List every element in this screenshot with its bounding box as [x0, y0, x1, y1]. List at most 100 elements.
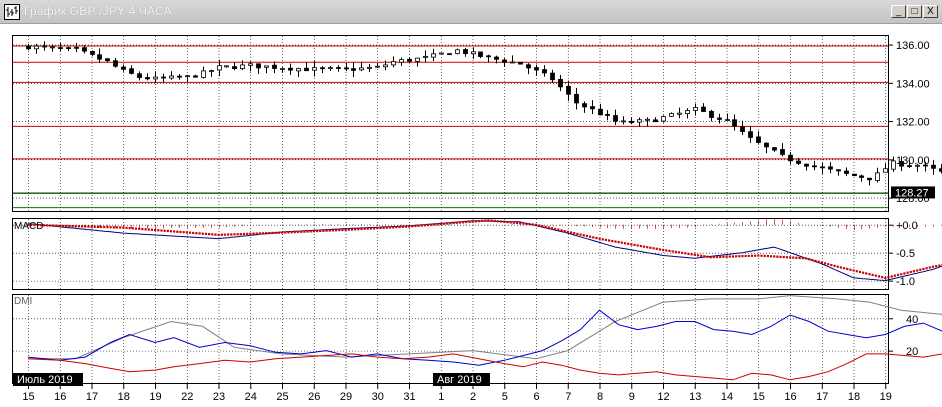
macd-signal-point	[722, 255, 725, 258]
close-button[interactable]: X	[923, 5, 938, 18]
macd-signal-point	[109, 226, 112, 229]
macd-signal-point	[601, 238, 604, 241]
macd-signal-point	[169, 230, 173, 233]
y-tick-label: +0.0	[896, 220, 918, 232]
macd-signal-point	[544, 225, 547, 229]
macd-signal-point	[563, 229, 566, 233]
candle-body	[701, 106, 706, 112]
candle-body	[423, 56, 428, 58]
macd-signal-point	[293, 230, 296, 234]
macd-signal-point	[385, 226, 388, 229]
macd-signal-point	[71, 225, 74, 228]
macd-signal-point	[690, 253, 693, 256]
x-tick-label: 25	[276, 391, 288, 403]
macd-signal-point	[779, 255, 782, 258]
macd-signal-point	[935, 265, 938, 268]
macd-signal-point	[30, 223, 33, 227]
macd-signal-point	[274, 231, 277, 234]
macd-signal-point	[490, 219, 493, 222]
candle-body	[629, 120, 634, 124]
title-bar[interactable]: График GBP /JPY 4 ЧАСА _ □ X	[0, 0, 942, 24]
macd-signal-point	[125, 226, 128, 229]
x-tick-label: 18	[118, 391, 130, 403]
macd-signal-point	[782, 255, 785, 259]
candle-body	[232, 66, 237, 69]
macd-signal-point	[677, 251, 681, 254]
macd-signal-point	[223, 233, 227, 236]
candle-body	[177, 75, 182, 78]
macd-signal-point	[382, 226, 385, 229]
macd-signal-point	[595, 236, 598, 240]
macd-signal-point	[738, 255, 741, 258]
x-tick-label: 1	[438, 391, 444, 403]
macd-signal-point	[185, 231, 188, 234]
macd-signal-point	[646, 246, 649, 249]
minimize-button[interactable]: _	[891, 5, 906, 18]
macd-signal-point	[204, 232, 207, 236]
macd-signal-point	[554, 227, 557, 231]
candle-body	[717, 117, 722, 120]
axes: 15 16 17 18 19 22 23 24 25 26 29 30 31 1 2 5 6 7 8 9 12 13 14 1…	[22, 40, 929, 403]
macd-signal-point	[912, 270, 916, 273]
candle-body	[621, 120, 626, 123]
macd-signal-point	[220, 233, 223, 236]
macd-signal-point	[52, 224, 55, 227]
macd-signal-point	[639, 244, 642, 248]
candle-body	[502, 59, 507, 63]
candle-body	[677, 112, 682, 115]
macd-signal-point	[496, 220, 500, 223]
maximize-button[interactable]: □	[907, 5, 922, 18]
x-tick-label: 26	[308, 391, 320, 403]
macd-signal-point	[493, 219, 496, 223]
x-tick-label: 31	[403, 391, 415, 403]
macd-signal-point	[39, 224, 42, 227]
macd-signal-point	[128, 226, 131, 230]
candle-body	[407, 58, 412, 62]
candle-body	[518, 61, 523, 65]
macd-signal-point	[138, 227, 141, 230]
candle-body	[351, 68, 356, 71]
candle-body	[613, 115, 618, 122]
candle-body	[145, 77, 150, 80]
macd-signal-point	[306, 230, 309, 233]
macd-signal-point	[277, 231, 281, 234]
candle-body	[34, 45, 39, 50]
candle-body	[653, 119, 658, 123]
macd-signal-point	[849, 268, 852, 271]
macd-signal-point	[846, 267, 849, 271]
macd-signal-point	[401, 225, 404, 228]
macd-signal-point	[258, 232, 261, 235]
macd-panel[interactable]	[12, 218, 889, 290]
macd-signal-point	[757, 254, 760, 257]
macd-signal-point	[833, 264, 836, 267]
macd-signal-point	[173, 230, 176, 233]
candle-body	[344, 67, 349, 70]
macd-indicator	[27, 218, 942, 282]
macd-signal-point	[808, 258, 811, 261]
candle-body	[867, 177, 872, 181]
macd-signal-point	[395, 226, 398, 229]
macd-signal-point	[608, 239, 611, 242]
macd-signal-point	[363, 227, 366, 230]
macd-signal-point	[468, 220, 471, 223]
macd-signal-point	[487, 219, 490, 222]
candle-body	[169, 75, 174, 79]
candle-body	[121, 66, 126, 70]
dmi-panel[interactable]	[12, 294, 889, 384]
macd-signal-point	[817, 260, 820, 263]
candle-body	[201, 70, 206, 79]
macd-line	[27, 220, 942, 282]
macd-signal-point	[795, 256, 798, 259]
candle-body	[709, 110, 714, 118]
macd-signal-point	[163, 229, 166, 232]
candle-body	[550, 72, 555, 81]
macd-signal-point	[103, 225, 106, 229]
candle-body	[320, 67, 325, 70]
macd-signal-point	[179, 230, 182, 234]
macd-signal-point	[896, 273, 900, 277]
macd-signal-point	[452, 221, 455, 225]
candle-body	[367, 66, 372, 69]
macd-signal-point	[585, 234, 588, 238]
macd-signal-point	[46, 224, 49, 227]
candle-body	[471, 51, 476, 55]
